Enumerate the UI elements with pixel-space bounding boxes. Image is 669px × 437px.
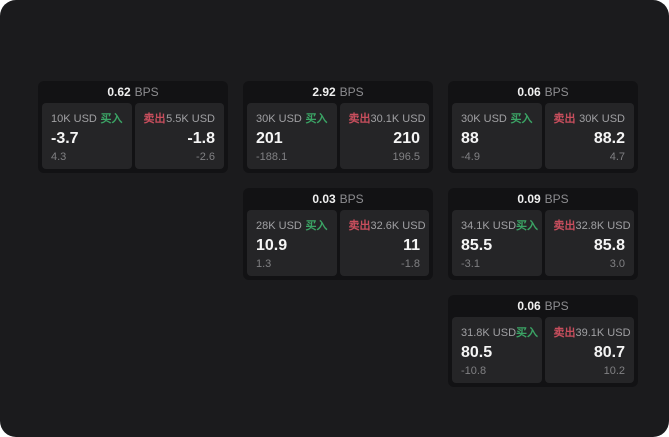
buy-price: 10.9	[256, 236, 288, 254]
spread-card: 2.92 BPS 30K USD 买入 201 -188.1 卖出 30.1K U…	[243, 81, 433, 173]
buy-side-label: 买入	[305, 220, 328, 232]
buy-amount: 30K USD	[256, 113, 302, 125]
buy-sub-value: -3.1	[461, 258, 480, 270]
bps-unit-label: BPS	[339, 192, 364, 206]
sell-amount: 32.6K USD	[370, 220, 426, 232]
bps-value: 0.06	[517, 85, 541, 99]
sell-price: 85.8	[593, 236, 625, 254]
buy-price: 80.5	[461, 343, 493, 361]
sell-side-label: 卖出	[348, 113, 371, 125]
buy-panel[interactable]: 10K USD 买入 -3.7 4.3	[42, 103, 132, 169]
buy-side-label: 买入	[516, 220, 539, 232]
sell-panel[interactable]: 卖出 32.6K USD 11 -1.8	[339, 210, 429, 276]
buy-side-label: 买入	[305, 113, 328, 125]
spread-card: 0.09 BPS 34.1K USD 买入 85.5 -3.1 卖出 32.8K …	[448, 188, 638, 280]
buy-amount: 10K USD	[51, 113, 97, 125]
bps-unit-label: BPS	[134, 85, 159, 99]
buy-side-label: 买入	[100, 113, 123, 125]
spread-card: 0.62 BPS 10K USD 买入 -3.7 4.3 卖出 5.5K USD	[38, 81, 228, 173]
sell-sub-value: 10.2	[603, 365, 625, 377]
bps-header: 0.62 BPS	[42, 81, 224, 103]
bps-value: 0.09	[517, 192, 541, 206]
buy-amount: 30K USD	[461, 113, 507, 125]
bps-unit-label: BPS	[544, 85, 569, 99]
buy-panel[interactable]: 28K USD 买入 10.9 1.3	[247, 210, 337, 276]
bps-unit-label: BPS	[544, 299, 569, 313]
buy-price: 201	[256, 129, 283, 147]
spread-card: 0.06 BPS 31.8K USD 买入 80.5 -10.8 卖出 39.1K…	[448, 295, 638, 387]
sell-sub-value: 196.5	[392, 151, 420, 163]
buy-sub-value: -10.8	[461, 365, 487, 377]
buy-panel[interactable]: 34.1K USD 买入 85.5 -3.1	[452, 210, 542, 276]
buy-amount: 34.1K USD	[461, 220, 517, 232]
sell-price: 80.7	[593, 343, 625, 361]
sell-panel[interactable]: 卖出 30.1K USD 210 196.5	[339, 103, 429, 169]
sell-price: -1.8	[187, 129, 215, 147]
sell-amount: 30.1K USD	[370, 113, 426, 125]
sell-side-label: 卖出	[553, 220, 576, 232]
sell-amount: 39.1K USD	[575, 327, 631, 339]
bps-header: 0.06 BPS	[452, 295, 634, 317]
buy-price: 88	[461, 129, 479, 147]
buy-sub-value: 1.3	[256, 258, 272, 270]
sell-price: 210	[393, 129, 420, 147]
buy-sub-value: 4.3	[51, 151, 67, 163]
spread-card: 0.03 BPS 28K USD 买入 10.9 1.3 卖出 32.6K USD	[243, 188, 433, 280]
bps-header: 0.06 BPS	[452, 81, 634, 103]
sell-sub-value: 3.0	[609, 258, 625, 270]
bps-unit-label: BPS	[544, 192, 569, 206]
bps-value: 0.62	[107, 85, 131, 99]
bps-unit-label: BPS	[339, 85, 364, 99]
bps-header: 2.92 BPS	[247, 81, 429, 103]
sell-panel[interactable]: 卖出 5.5K USD -1.8 -2.6	[134, 103, 224, 169]
buy-sub-value: -4.9	[461, 151, 480, 163]
sell-sub-value: 4.7	[609, 151, 625, 163]
sell-sub-value: -2.6	[196, 151, 215, 163]
buy-sub-value: -188.1	[256, 151, 288, 163]
sell-side-label: 卖出	[553, 327, 576, 339]
buy-price: -3.7	[51, 129, 79, 147]
sell-side-label: 卖出	[143, 113, 166, 125]
bps-value: 2.92	[312, 85, 336, 99]
buy-price: 85.5	[461, 236, 493, 254]
spread-card-grid: 0.62 BPS 10K USD 买入 -3.7 4.3 卖出 5.5K USD	[38, 81, 638, 387]
bps-header: 0.09 BPS	[452, 188, 634, 210]
bps-header: 0.03 BPS	[247, 188, 429, 210]
buy-amount: 28K USD	[256, 220, 302, 232]
sell-panel[interactable]: 卖出 32.8K USD 85.8 3.0	[544, 210, 634, 276]
sell-amount: 30K USD	[579, 113, 625, 125]
sell-price: 88.2	[593, 129, 625, 147]
sell-side-label: 卖出	[553, 113, 576, 125]
bps-value: 0.06	[517, 299, 541, 313]
buy-panel[interactable]: 30K USD 买入 88 -4.9	[452, 103, 542, 169]
sell-sub-value: -1.8	[401, 258, 420, 270]
buy-side-label: 买入	[516, 327, 539, 339]
sell-panel[interactable]: 卖出 39.1K USD 80.7 10.2	[544, 317, 634, 383]
sell-amount: 32.8K USD	[575, 220, 631, 232]
sell-price: 11	[403, 236, 420, 254]
buy-panel[interactable]: 31.8K USD 买入 80.5 -10.8	[452, 317, 542, 383]
buy-panel[interactable]: 30K USD 买入 201 -188.1	[247, 103, 337, 169]
sell-side-label: 卖出	[348, 220, 371, 232]
spread-card: 0.06 BPS 30K USD 买入 88 -4.9 卖出 30K USD	[448, 81, 638, 173]
sell-panel[interactable]: 卖出 30K USD 88.2 4.7	[544, 103, 634, 169]
sell-amount: 5.5K USD	[166, 113, 215, 125]
buy-side-label: 买入	[510, 113, 533, 125]
bps-value: 0.03	[312, 192, 336, 206]
buy-amount: 31.8K USD	[461, 327, 517, 339]
